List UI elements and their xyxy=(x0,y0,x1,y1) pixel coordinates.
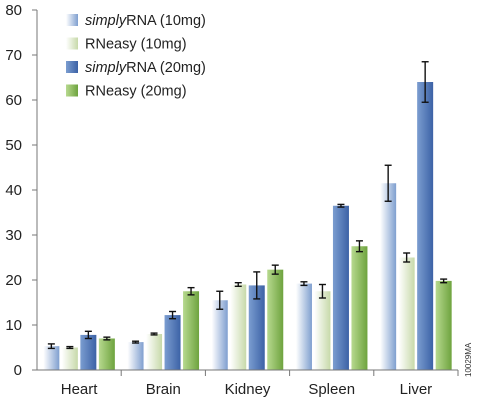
bar-heart-series-1 xyxy=(43,346,60,370)
bar-spleen-series-4 xyxy=(351,246,368,370)
bar-liver-series-4 xyxy=(435,280,452,370)
y-tick-label: 40 xyxy=(5,182,22,199)
bar-kidney-series-4 xyxy=(267,269,284,370)
error-bar-heart-series-1 xyxy=(47,343,55,350)
legend-label: RNeasy (20mg) xyxy=(85,84,187,100)
bar-kidney-series-3 xyxy=(248,285,265,370)
y-tick-label: 30 xyxy=(5,227,22,244)
figure-id-label: 10029MA xyxy=(464,342,473,377)
bar-liver-series-2 xyxy=(398,257,415,370)
error-bar-kidney-series-3 xyxy=(253,271,261,300)
error-bar-heart-series-2 xyxy=(66,345,74,350)
bar-brain-series-4 xyxy=(183,291,200,370)
error-bar-brain-series-4 xyxy=(187,286,195,296)
error-bar-liver-series-3 xyxy=(421,61,429,103)
x-tick-label: Heart xyxy=(61,381,99,398)
error-bar-liver-series-4 xyxy=(440,278,448,284)
bar-heart-series-3 xyxy=(80,334,97,370)
error-bar-heart-series-3 xyxy=(84,330,92,340)
y-tick-label: 0 xyxy=(14,362,22,379)
error-bar-liver-series-2 xyxy=(403,252,411,263)
error-bar-spleen-series-1 xyxy=(300,281,308,287)
bar-kidney-series-1 xyxy=(211,300,228,370)
bar-brain-series-3 xyxy=(164,315,181,370)
legend: simplyRNA (10mg) RNeasy (10mg) simplyRNA (… xyxy=(66,13,206,100)
bar-spleen-series-3 xyxy=(332,205,349,370)
error-bar-kidney-series-2 xyxy=(234,282,242,287)
legend-swatch xyxy=(66,84,78,97)
legend-swatch xyxy=(66,61,78,73)
bars-layer xyxy=(43,82,452,370)
error-bar-spleen-series-2 xyxy=(318,283,326,299)
legend-label: RNeasy (10mg) xyxy=(85,37,187,53)
bar-heart-series-2 xyxy=(61,347,78,370)
bar-liver-series-1 xyxy=(380,183,397,370)
axes-layer xyxy=(32,9,459,376)
x-tick-label: Kidney xyxy=(225,381,271,398)
error-bar-heart-series-4 xyxy=(103,336,111,341)
error-bar-spleen-series-4 xyxy=(355,240,363,253)
error-bar-brain-series-2 xyxy=(150,332,158,336)
error-bar-spleen-series-3 xyxy=(337,203,345,208)
y-tick-label: 20 xyxy=(5,272,22,289)
x-tick-label: Liver xyxy=(400,381,433,398)
bar-kidney-series-2 xyxy=(230,284,247,370)
error-bar-liver-series-1 xyxy=(384,164,392,202)
y-tick-label: 10 xyxy=(5,317,22,334)
y-tick-label: 50 xyxy=(5,137,22,154)
error-bar-kidney-series-1 xyxy=(216,290,224,310)
error-bar-brain-series-1 xyxy=(132,340,140,344)
bar-liver-series-3 xyxy=(417,82,434,370)
bar-heart-series-4 xyxy=(98,338,115,370)
legend-swatch xyxy=(66,37,78,50)
y-tick-label: 70 xyxy=(5,47,22,64)
error-bar-brain-series-3 xyxy=(169,310,177,320)
y-tick-label: 80 xyxy=(5,2,22,19)
x-tick-label: Spleen xyxy=(308,381,355,398)
legend-label: simplyRNA (20mg) xyxy=(85,60,206,76)
x-tick-label: Brain xyxy=(146,381,181,398)
error-bars-layer xyxy=(47,61,448,350)
legend-label: simplyRNA (10mg) xyxy=(85,13,206,29)
bar-spleen-series-2 xyxy=(314,291,331,370)
y-tick-label: 60 xyxy=(5,92,22,109)
legend-swatch xyxy=(66,14,78,26)
bar-brain-series-2 xyxy=(146,334,163,370)
tick-labels-layer: Heart Brain Kidney Spleen Liver 0 10 20 30 40 50 60… xyxy=(5,2,432,398)
bar-brain-series-1 xyxy=(127,342,144,370)
error-bar-kidney-series-4 xyxy=(271,264,279,275)
bar-spleen-series-1 xyxy=(295,283,312,370)
